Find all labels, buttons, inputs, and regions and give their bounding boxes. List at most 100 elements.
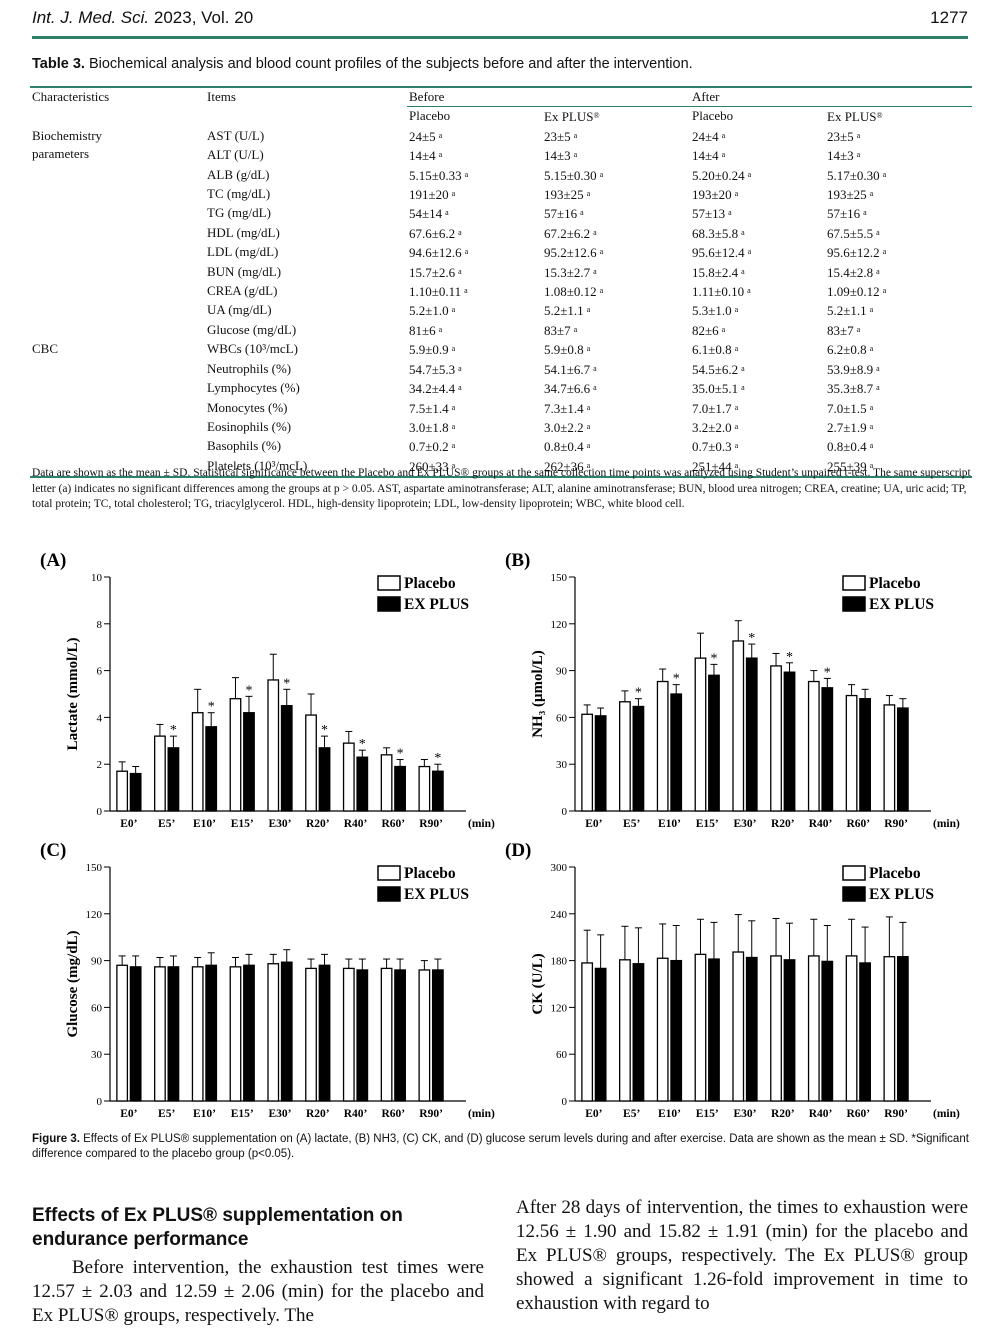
significance-star: * bbox=[359, 737, 366, 752]
legend-label-explus: EX PLUS bbox=[869, 596, 934, 613]
figure-caption: Figure 3. Effects of Ex PLUS® supplement… bbox=[32, 1133, 969, 1160]
row-value: 5.3±1.0 a bbox=[692, 303, 739, 319]
head-explus-after: Ex PLUS® bbox=[825, 106, 972, 127]
row-value: 57±16 a bbox=[544, 206, 584, 222]
bar-placebo bbox=[154, 735, 166, 812]
y-tick-label: 0 bbox=[97, 1096, 103, 1108]
row-value: 95.6±12.2 a bbox=[827, 245, 887, 261]
bar-placebo bbox=[191, 966, 204, 1102]
legend-swatch-explus bbox=[377, 886, 401, 902]
x-tick-label: R40’ bbox=[344, 818, 368, 830]
bar-explus bbox=[783, 671, 796, 812]
row-value: 14±3 a bbox=[544, 148, 578, 164]
table-row: CBC WBCs (10³/mcL) 5.9±0.9 a 5.9±0.8 a 6.1±0.8… bbox=[30, 340, 972, 359]
row-item: HDL (mg/dL) bbox=[207, 224, 280, 240]
bar-placebo bbox=[770, 955, 782, 1102]
y-tick-label: 120 bbox=[551, 619, 568, 631]
row-value: 95.6±12.4 a bbox=[692, 245, 752, 261]
row-value: 68.3±5.8 a bbox=[692, 225, 745, 241]
bar-placebo bbox=[807, 955, 820, 1102]
x-tick-label: R40’ bbox=[809, 818, 833, 830]
row-item: BUN (mg/dL) bbox=[207, 263, 282, 279]
row-value: 3.0±1.8 a bbox=[409, 419, 456, 435]
bar-placebo bbox=[732, 951, 745, 1102]
x-tick-label: R20’ bbox=[771, 818, 795, 830]
row-item: Platelets (10³/mcL) bbox=[207, 457, 308, 473]
row-value: 5.2±1.0 a bbox=[409, 303, 456, 319]
bar-explus bbox=[205, 726, 218, 812]
significance-star: * bbox=[786, 650, 793, 665]
x-tick-label: R40’ bbox=[809, 1108, 833, 1120]
bar-placebo bbox=[770, 665, 782, 812]
x-tick-label: R90’ bbox=[884, 1108, 908, 1120]
panel-label: (B) bbox=[505, 550, 530, 571]
row-value: 5.15±0.30 a bbox=[544, 167, 604, 183]
row-value: 83±7 a bbox=[544, 322, 578, 338]
chart-glucose: (C) 0 30 60 90 120 150 Glucose (mg/dL) E0’ E5’ E10… bbox=[40, 840, 495, 1120]
y-tick-label: 150 bbox=[551, 572, 568, 584]
x-tick-label: E30’ bbox=[734, 818, 757, 830]
bar-placebo bbox=[845, 955, 858, 1102]
head-placebo-after: Placebo bbox=[690, 106, 825, 127]
row-value: 57±13 a bbox=[692, 206, 732, 222]
bar-explus bbox=[632, 963, 645, 1102]
x-tick-label: E5’ bbox=[158, 818, 175, 830]
row-value: 3.0±2.2 a bbox=[544, 419, 591, 435]
bar-placebo bbox=[418, 765, 431, 812]
bar-explus bbox=[859, 698, 871, 812]
y-tick-label: 30 bbox=[91, 1049, 103, 1061]
paragraph-left: Before intervention, the exhaustion test… bbox=[32, 1257, 484, 1326]
x-tick-label: E0’ bbox=[585, 818, 602, 830]
head-placebo-before: Placebo bbox=[407, 106, 542, 127]
row-value: 14±4 a bbox=[692, 148, 726, 164]
head-explus-before: Ex PLUS® bbox=[542, 106, 690, 127]
row-item: AST (U/L) bbox=[207, 127, 265, 143]
x-tick-label: R90’ bbox=[419, 1108, 443, 1120]
table-row: Basophils (%) 0.7±0.2 a 0.8±0.4 a 0.7±0.3 a 0.8… bbox=[30, 437, 972, 456]
table-row: Glucose (mg/dL) 81±6 a 83±7 a 82±6 a 83±7 a bbox=[30, 321, 972, 340]
x-unit-label: (min) bbox=[468, 818, 495, 830]
table-row: ALT (U/L) 14±4 a 14±3 a 14±4 a 14±3 a bbox=[30, 146, 972, 165]
row-item: Lymphocytes (%) bbox=[207, 380, 300, 396]
bar-placebo bbox=[380, 967, 393, 1102]
bar-explus bbox=[280, 705, 293, 812]
bar-explus bbox=[670, 959, 683, 1102]
significance-star: * bbox=[710, 651, 717, 666]
section-title: Effects of Ex PLUS® supplementation on e… bbox=[32, 1205, 403, 1250]
y-tick-label: 150 bbox=[86, 862, 103, 874]
row-value: 5.2±1.1 a bbox=[827, 303, 874, 319]
bar-explus bbox=[356, 969, 369, 1102]
legend-swatch-explus bbox=[842, 886, 866, 902]
row-item: Neutrophils (%) bbox=[207, 360, 292, 376]
x-unit-label: (min) bbox=[933, 1108, 960, 1120]
bar-placebo bbox=[883, 704, 896, 812]
row-value: 53.9±8.9 a bbox=[827, 361, 880, 377]
x-tick-label: E10’ bbox=[193, 818, 216, 830]
x-tick-label: E5’ bbox=[623, 1108, 640, 1120]
legend-swatch-explus bbox=[377, 596, 401, 612]
row-value: 0.7±0.3 a bbox=[692, 439, 739, 455]
x-tick-label: E15’ bbox=[696, 818, 719, 830]
bar-placebo bbox=[305, 967, 317, 1102]
row-value: 81±6 a bbox=[409, 322, 443, 338]
bar-explus bbox=[708, 674, 720, 812]
row-item: ALT (U/L) bbox=[207, 147, 264, 163]
legend-label-placebo: Placebo bbox=[869, 575, 921, 592]
y-tick-label: 300 bbox=[551, 862, 568, 874]
bar-placebo bbox=[342, 742, 355, 812]
row-value: 23±5 a bbox=[544, 128, 578, 144]
y-tick-label: 0 bbox=[97, 806, 103, 818]
bar-placebo bbox=[732, 640, 745, 812]
bar-placebo bbox=[619, 701, 631, 812]
row-value: 7.0±1.5 a bbox=[827, 400, 874, 416]
row-item: CREA (g/dL) bbox=[207, 283, 278, 299]
legend-swatch-placebo bbox=[842, 865, 866, 881]
x-tick-label: E10’ bbox=[658, 1108, 681, 1120]
x-tick-label: R20’ bbox=[771, 1108, 795, 1120]
bar-placebo bbox=[229, 698, 242, 812]
bar-explus bbox=[896, 707, 909, 812]
x-tick-label: E0’ bbox=[120, 818, 137, 830]
row-value: 0.8±0.4 a bbox=[827, 439, 874, 455]
row-value: 54±14 a bbox=[409, 206, 449, 222]
bar-placebo bbox=[191, 712, 204, 812]
